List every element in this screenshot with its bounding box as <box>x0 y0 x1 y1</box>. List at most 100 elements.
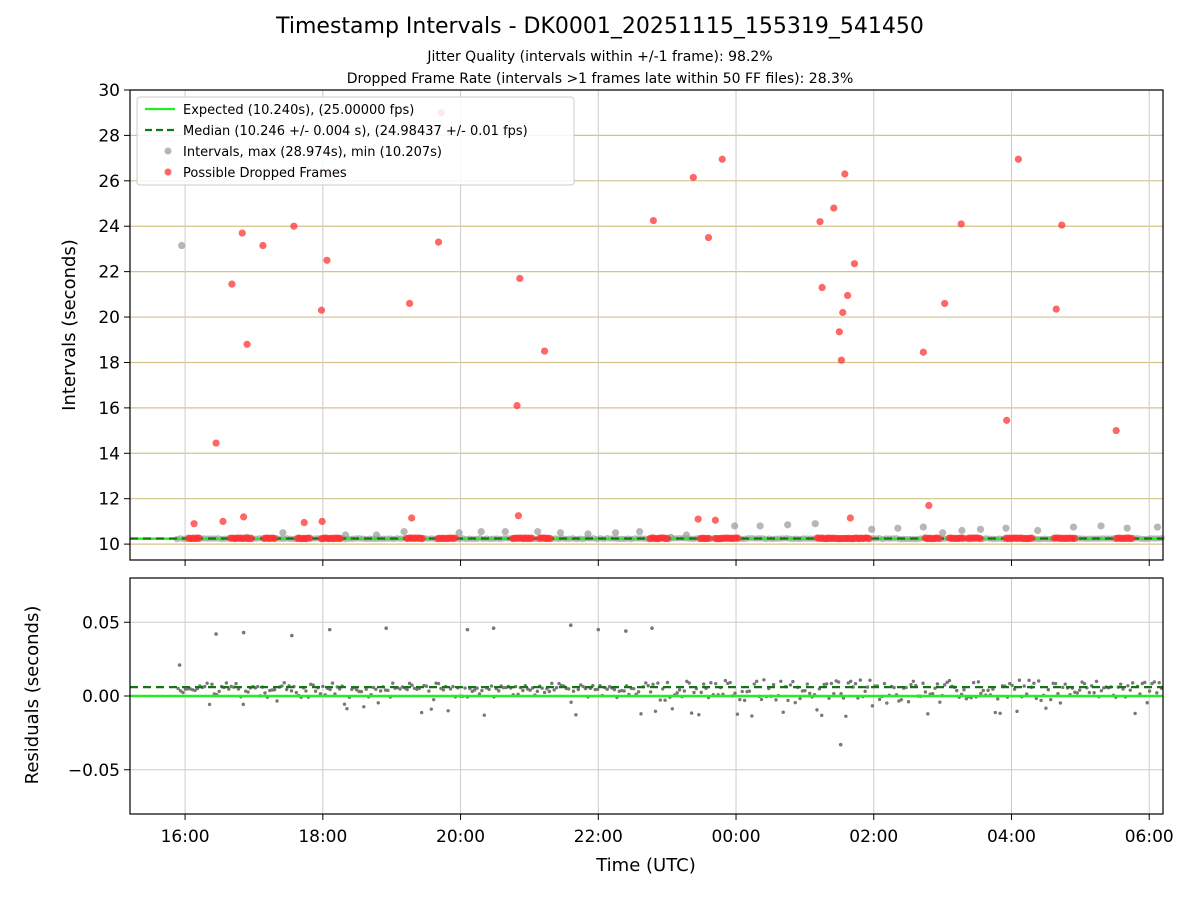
residual-point <box>1008 681 1012 686</box>
residual-point <box>791 679 795 684</box>
legend-dropped-swatch <box>164 168 172 176</box>
residual-point <box>1077 688 1082 692</box>
residual-point <box>210 682 214 686</box>
interval-point <box>455 529 463 537</box>
residual-point <box>410 683 414 687</box>
residual-point <box>424 684 429 688</box>
interval-point <box>584 530 592 538</box>
residual-point <box>463 686 467 690</box>
residual-point <box>986 688 990 693</box>
residual-point <box>1046 688 1051 692</box>
bottom-y-axis-label: Residuals (seconds) <box>22 606 43 785</box>
residual-point <box>996 697 1000 701</box>
dropped-frame-point <box>1112 426 1120 435</box>
residual-point <box>576 687 581 692</box>
residual-point <box>1032 681 1036 686</box>
interval-point <box>400 528 408 536</box>
residual-point <box>371 685 376 690</box>
residual-point <box>991 687 995 691</box>
top-y-tick-label: 24 <box>98 217 120 237</box>
interval-point <box>976 525 985 533</box>
residual-point <box>528 688 532 692</box>
dropped-frame-point <box>846 514 854 522</box>
residual-point <box>1056 691 1060 696</box>
residual-point <box>701 682 706 686</box>
dropped-frame-point <box>649 216 657 225</box>
residual-point <box>740 689 744 694</box>
x-tick-label: 06:00 <box>1125 827 1174 847</box>
dropped-frame-point <box>1014 155 1022 163</box>
residual-point <box>639 712 643 716</box>
dropped-frame-point <box>243 340 251 348</box>
residual-point <box>272 688 277 692</box>
residual-point <box>926 712 930 716</box>
x-tick-label: 04:00 <box>987 827 1036 847</box>
residual-point <box>275 699 279 703</box>
residual-point <box>304 689 308 693</box>
interval-point <box>811 520 819 528</box>
dropped-frame-point <box>734 534 742 542</box>
residual-point <box>1010 683 1014 688</box>
residual-point <box>203 684 207 689</box>
residual-point <box>1145 701 1149 705</box>
residual-point <box>1036 679 1041 683</box>
residual-point <box>342 702 347 706</box>
residual-point <box>313 689 318 693</box>
residual-point <box>386 688 390 693</box>
residual-point <box>354 688 359 692</box>
residual-point <box>738 697 742 702</box>
residual-outlier-point <box>384 626 388 630</box>
residual-point <box>557 681 561 686</box>
dropped-frame-point <box>434 238 443 246</box>
residual-point <box>677 688 682 692</box>
dropped-frame-point <box>689 173 697 182</box>
residual-point <box>487 687 491 692</box>
residual-point <box>656 681 660 685</box>
residual-point <box>998 711 1002 715</box>
dropped-frame-point <box>418 534 426 543</box>
residual-point <box>1058 701 1063 705</box>
residual-point <box>1157 680 1161 685</box>
residual-point <box>1152 680 1157 684</box>
residual-point <box>241 702 245 707</box>
chart-subtitle-jitter: Jitter Quality (intervals within +/-1 fr… <box>427 49 773 65</box>
residual-point <box>328 687 332 692</box>
residual-point <box>1082 681 1087 686</box>
residual-point <box>1039 698 1043 703</box>
residual-point <box>1138 692 1142 696</box>
residual-point <box>282 681 286 685</box>
residual-point <box>935 682 940 686</box>
residual-point <box>781 710 785 714</box>
residual-point <box>865 685 870 689</box>
interval-point <box>1123 524 1131 532</box>
residual-point <box>752 682 756 686</box>
residual-point <box>921 681 925 685</box>
residual-point <box>398 687 402 691</box>
residual-point <box>709 681 713 685</box>
residual-point <box>284 687 289 692</box>
interval-point <box>1069 523 1078 531</box>
dropped-frame-point <box>830 204 838 212</box>
interval-point <box>611 529 620 537</box>
chart-title: Timestamp Intervals - DK0001_20251115_15… <box>276 14 924 39</box>
residual-point <box>376 701 380 705</box>
residual-point <box>747 689 752 693</box>
dropped-frame-point <box>190 520 198 528</box>
dropped-frame-point <box>843 291 852 300</box>
dropped-frame-point <box>957 220 965 228</box>
legend-intervals-label: Intervals, max (28.974s), min (10.207s) <box>183 145 442 160</box>
residual-point <box>648 690 653 694</box>
residual-point <box>446 709 450 713</box>
residual-outlier-point <box>596 627 601 632</box>
residual-point <box>699 690 703 695</box>
dropped-frame-point <box>663 534 671 543</box>
residual-point <box>246 690 250 694</box>
residual-point <box>542 690 547 695</box>
residual-point <box>774 698 778 702</box>
x-tick-label: 22:00 <box>574 827 623 847</box>
residual-point <box>429 707 433 711</box>
residual-point <box>962 688 966 692</box>
residual-point <box>405 687 409 692</box>
interval-point <box>636 528 644 536</box>
residual-point <box>1087 690 1092 695</box>
